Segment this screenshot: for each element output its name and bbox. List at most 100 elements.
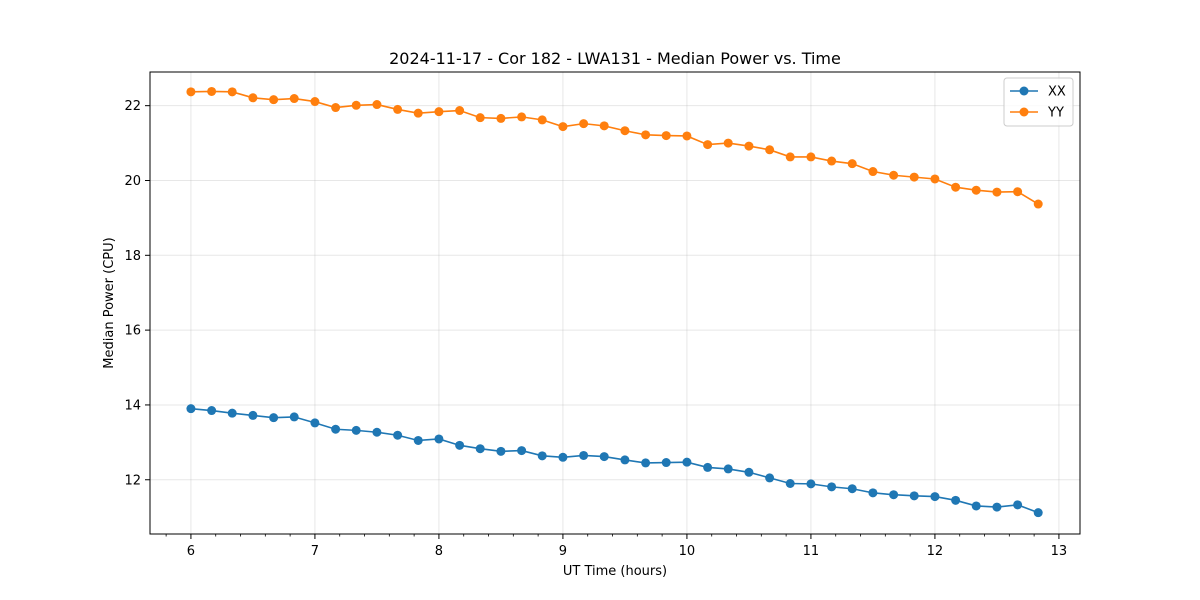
- x-tick-label: 10: [679, 544, 696, 559]
- data-point-xx: [703, 462, 713, 472]
- data-point-yy: [496, 113, 506, 123]
- x-axis-label: UT Time (hours): [563, 564, 667, 579]
- data-point-xx: [455, 440, 465, 450]
- data-point-yy: [248, 93, 258, 103]
- plot-frame: [149, 71, 1081, 535]
- data-point-xx: [1033, 508, 1043, 518]
- data-point-xx: [785, 478, 795, 488]
- data-point-xx: [599, 452, 609, 462]
- data-point-yy: [331, 103, 341, 113]
- data-point-yy: [207, 86, 217, 96]
- data-point-yy: [827, 156, 837, 166]
- data-point-xx: [971, 501, 981, 511]
- y-tick-label: 22: [124, 99, 141, 114]
- data-point-xx: [682, 457, 692, 467]
- data-point-xx: [331, 424, 341, 434]
- data-point-xx: [413, 435, 423, 445]
- data-point-yy: [951, 182, 961, 192]
- data-point-xx: [537, 451, 547, 461]
- data-point-yy: [641, 130, 651, 140]
- legend-label-xx: XX: [1048, 85, 1066, 100]
- series-yy: [186, 86, 1043, 209]
- y-tick-label: 14: [124, 398, 141, 413]
- data-point-xx: [806, 479, 816, 489]
- x-tick-label: 13: [1051, 544, 1068, 559]
- data-point-yy: [475, 113, 485, 123]
- data-point-xx: [579, 450, 589, 460]
- data-point-xx: [620, 455, 630, 465]
- chart-title: 2024-11-17 - Cor 182 - LWA131 - Median P…: [389, 49, 841, 68]
- data-point-yy: [1033, 199, 1043, 209]
- data-point-yy: [868, 167, 878, 177]
- data-point-xx: [889, 490, 899, 500]
- data-point-yy: [186, 87, 196, 97]
- data-point-xx: [723, 464, 733, 474]
- data-point-yy: [703, 140, 713, 150]
- data-point-xx: [227, 408, 237, 418]
- data-point-yy: [889, 170, 899, 180]
- data-point-yy: [909, 172, 919, 182]
- data-point-yy: [1013, 187, 1023, 197]
- x-tick-label: 6: [187, 544, 195, 559]
- data-point-yy: [765, 145, 775, 155]
- data-point-yy: [413, 108, 423, 118]
- x-tick-label: 8: [435, 544, 443, 559]
- data-point-yy: [847, 159, 857, 169]
- x-tick-label: 7: [311, 544, 319, 559]
- data-point-xx: [868, 488, 878, 498]
- series-layer: [186, 86, 1043, 518]
- legend-marker-xx: [1019, 86, 1029, 96]
- y-tick-label: 16: [124, 324, 141, 339]
- legend-marker-yy: [1019, 107, 1029, 117]
- data-point-yy: [599, 121, 609, 131]
- data-point-xx: [951, 495, 961, 505]
- data-point-yy: [785, 152, 795, 162]
- data-point-yy: [723, 138, 733, 148]
- data-point-xx: [847, 484, 857, 494]
- data-point-xx: [661, 458, 671, 468]
- data-point-yy: [517, 112, 527, 122]
- data-point-yy: [744, 141, 754, 151]
- data-point-xx: [393, 430, 403, 440]
- data-point-yy: [537, 115, 547, 125]
- data-point-xx: [496, 446, 506, 456]
- data-point-xx: [248, 410, 258, 420]
- data-point-yy: [351, 100, 361, 110]
- data-point-xx: [207, 406, 217, 416]
- data-point-yy: [579, 119, 589, 129]
- data-point-yy: [992, 187, 1002, 197]
- legend-label-yy: YY: [1047, 106, 1064, 121]
- data-point-yy: [434, 107, 444, 117]
- data-point-xx: [765, 473, 775, 483]
- data-point-xx: [269, 413, 279, 423]
- data-point-xx: [372, 427, 382, 437]
- data-point-yy: [269, 95, 279, 105]
- data-point-xx: [641, 458, 651, 468]
- y-tick-label: 20: [124, 174, 141, 189]
- series-xx: [186, 404, 1043, 518]
- grid: [150, 72, 1080, 534]
- data-point-yy: [289, 94, 299, 104]
- data-point-xx: [992, 502, 1002, 512]
- x-tick-label: 11: [803, 544, 820, 559]
- axis-ticks: 6 7 8 9 10 11 12 13 12 14 16 18 20 22: [124, 99, 1067, 559]
- y-axis-label: Median Power (CPU): [102, 237, 117, 368]
- data-point-yy: [310, 97, 320, 107]
- data-point-xx: [517, 446, 527, 456]
- data-point-yy: [372, 100, 382, 110]
- data-point-xx: [744, 467, 754, 477]
- data-point-yy: [455, 106, 465, 116]
- data-point-xx: [930, 492, 940, 502]
- data-point-xx: [827, 482, 837, 492]
- data-point-yy: [558, 122, 568, 132]
- data-point-yy: [227, 87, 237, 97]
- data-point-xx: [186, 404, 196, 414]
- data-point-xx: [558, 452, 568, 462]
- data-point-yy: [620, 126, 630, 136]
- x-tick-label: 12: [927, 544, 944, 559]
- data-point-xx: [289, 412, 299, 422]
- legend: XX YY: [1003, 77, 1074, 127]
- x-tick-label: 9: [559, 544, 567, 559]
- y-tick-label: 18: [124, 249, 141, 264]
